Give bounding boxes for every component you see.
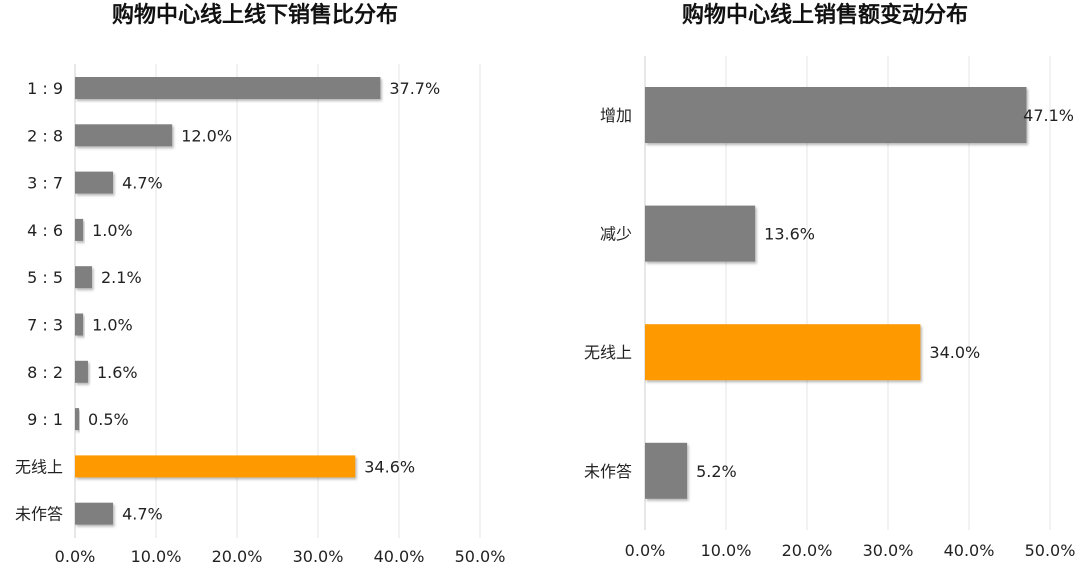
bar [75,218,84,241]
category-label: 未作答 [584,462,632,481]
chart-right-bars [645,87,1027,499]
category-label: 2 : 8 [27,126,63,145]
bar [75,124,173,147]
data-label: 1.6% [97,363,138,382]
x-tick-label: 30.0% [293,547,344,566]
bar [75,502,114,525]
bar [75,77,381,99]
category-label: 减少 [600,225,632,244]
chart-right-title: 购物中心线上销售额变动分布 [682,2,968,28]
chart-right-tick-labels: 0.0% 10.0% 20.0% 30.0% 40.0% 50.0% [625,541,1076,560]
bar [75,455,356,478]
data-label: 12.0% [181,126,232,145]
data-label: 37.7% [389,79,440,98]
x-tick-label: 40.0% [944,541,995,560]
data-label: 5.2% [696,462,737,481]
category-label: 未作答 [15,505,63,524]
chart-left-bars [75,77,381,525]
category-label: 5 : 5 [27,268,63,287]
chart-left: 购物中心线上线下销售比分布 1 : 9 2 : 8 3 : 7 4 : 6 5 : 5 7… [15,2,505,566]
data-label: 0.5% [88,410,129,429]
bar [75,360,88,383]
bar [645,205,756,262]
chart-left-data-labels: 37.7% 12.0% 4.7% 1.0% 2.1% 1.0% 1.6% 0.5% 34.6% 4… [88,79,440,524]
category-label: 3 : 7 [27,174,63,193]
category-label: 7 : 3 [27,316,63,335]
data-label: 2.1% [101,268,142,287]
category-label: 9 : 1 [27,410,63,429]
category-label: 4 : 6 [27,221,63,240]
data-label: 13.6% [764,225,815,244]
x-tick-label: 20.0% [782,541,833,560]
bar [645,87,1027,143]
x-tick-label: 0.0% [55,547,96,566]
bar [75,313,84,336]
category-label: 无线上 [15,457,63,476]
bar [75,266,93,289]
x-tick-label: 10.0% [131,547,182,566]
x-tick-label: 20.0% [212,547,263,566]
data-label: 4.7% [122,174,163,193]
data-label: 1.0% [92,316,133,335]
x-tick-label: 30.0% [863,541,914,560]
bar [75,171,114,194]
category-label: 1 : 9 [27,79,63,98]
data-label: 4.7% [122,505,163,524]
category-label: 增加 [600,106,632,125]
bar [75,408,80,431]
data-label: 1.0% [92,221,133,240]
x-tick-label: 10.0% [701,541,752,560]
data-label: 34.6% [364,457,415,476]
data-label: 34.0% [929,343,980,362]
category-label: 无线上 [584,343,632,362]
chart-left-title: 购物中心线上线下销售比分布 [112,2,398,28]
data-label: 47.1% [1023,106,1074,125]
bar [645,324,921,381]
chart-right-data-labels: 47.1% 13.6% 34.0% 5.2% [696,106,1074,481]
x-tick-label: 40.0% [374,547,425,566]
x-tick-label: 0.0% [625,541,666,560]
x-tick-label: 50.0% [1025,541,1076,560]
chart-left-category-labels: 1 : 9 2 : 8 3 : 7 4 : 6 5 : 5 7 : 3 8 : 2 9 : 1… [15,79,63,524]
chart-left-tick-labels: 0.0% 10.0% 20.0% 30.0% 40.0% 50.0% [55,547,506,566]
bar [645,442,688,499]
x-tick-label: 50.0% [455,547,506,566]
category-label: 8 : 2 [27,363,63,382]
